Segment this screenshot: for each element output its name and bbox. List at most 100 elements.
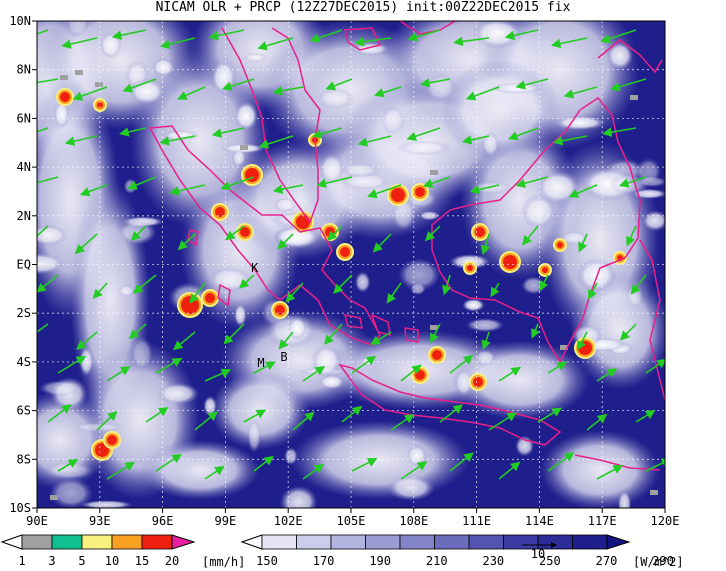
cloud-patch [290, 420, 470, 500]
precip-unit: [mm/h] [202, 555, 245, 569]
wind-arrow [442, 274, 452, 296]
wind-arrow [302, 463, 325, 480]
olr-tick-label: 270 [596, 554, 618, 568]
wind-arrow [552, 135, 588, 146]
wind-arrow [515, 78, 549, 90]
riau-island [343, 314, 363, 329]
precip-cell [340, 247, 350, 257]
lat-label: 6N [17, 111, 31, 125]
lat-label: EQ [17, 258, 31, 272]
olr-bar-bin [572, 534, 608, 550]
wind-arrow [204, 368, 232, 382]
olr-tick-label: 230 [482, 554, 504, 568]
lon-label: 93E [89, 514, 111, 528]
cloud-patch [635, 158, 662, 185]
wind-arrow [316, 176, 353, 188]
cloud-patch [540, 430, 660, 508]
lat-label: 8S [17, 452, 31, 466]
cloud-patch [387, 474, 435, 501]
lat-label: 6S [17, 404, 31, 418]
olr-bar-bin [296, 534, 332, 550]
precip-bar-arrow-left [0, 534, 23, 550]
cloud-patch [341, 162, 379, 178]
wind-arrow [372, 233, 392, 253]
wind-arrow [373, 86, 402, 98]
cloud-patch [211, 59, 237, 96]
cloud-patch [631, 188, 665, 199]
wind-arrow [61, 37, 98, 49]
wind-arrow [155, 453, 182, 472]
wind-arrow [547, 361, 568, 374]
olr-tick-label: 170 [313, 554, 335, 568]
precip-cell [467, 265, 473, 271]
precip-bar-arrow-right [171, 534, 196, 550]
wind-arrow [508, 127, 539, 141]
precip-light [95, 82, 103, 87]
wind-arrow [465, 86, 500, 101]
cloud-patch [466, 318, 504, 332]
precip-cell [215, 207, 225, 217]
wind-arrow [128, 323, 147, 340]
coastlines [148, 21, 665, 471]
wind-arrow [253, 361, 276, 374]
wind-arrow [130, 225, 147, 242]
wind-arrow [537, 407, 563, 423]
precip-tick-label: 3 [48, 554, 55, 568]
cloud-patch [37, 252, 65, 275]
wind-arrow [406, 127, 441, 141]
wind-arrow [461, 135, 490, 145]
place-label: K [251, 261, 259, 275]
precip-cell [60, 92, 70, 102]
precip-cell [275, 305, 285, 315]
wind-arrow [64, 135, 98, 146]
cloud-patch [39, 380, 81, 397]
wind-arrow [504, 29, 539, 41]
precip-light [430, 325, 438, 330]
cloud-patch [140, 440, 260, 500]
precip-cells [50, 70, 658, 500]
lon-label: 102E [274, 514, 303, 528]
malay-peninsula-coast [221, 27, 321, 224]
olr-bar-bin [468, 534, 504, 550]
cloud-patch [515, 435, 535, 457]
cloud-patch [424, 73, 457, 102]
olr-bar-bin [261, 534, 297, 550]
wind-arrow [630, 274, 647, 295]
olr-colorbar: 150 170 190 210 230 250 270 290[W/m^2] 10 [240, 534, 684, 569]
natuna-island [344, 27, 382, 51]
wind-arrow [357, 135, 392, 147]
wind-arrow [159, 37, 196, 49]
olr-unit: [W/m^2] [633, 555, 684, 569]
wind-arrow [220, 176, 255, 191]
wind-arrow [169, 184, 206, 196]
cloud-patch [491, 82, 544, 94]
lon-label: 111E [462, 514, 491, 528]
precip-cell [557, 242, 563, 248]
wind-arrow [111, 29, 147, 40]
precip-light [75, 70, 83, 75]
wind-arrow [626, 225, 637, 247]
lat-label: 4N [17, 160, 31, 174]
cloud-patch [397, 258, 441, 292]
wind-arrow [257, 37, 294, 51]
wind-arrow [189, 282, 206, 304]
wind-arrow [386, 282, 402, 304]
cloud-patch [287, 316, 307, 340]
wind-arrow [309, 29, 343, 43]
wind-arrow [578, 233, 588, 253]
wind-arrow [424, 225, 441, 242]
wind-arrow [498, 461, 521, 480]
wind-arrow [277, 233, 294, 250]
precip-cell [240, 227, 250, 237]
wind-arrow [635, 409, 656, 423]
wind-arrow [172, 331, 196, 351]
wind-arrow [258, 135, 294, 149]
precip-cell [473, 377, 483, 387]
cloud-patch [70, 422, 125, 432]
precip-tick-label: 10 [105, 554, 119, 568]
lon-label: 96E [152, 514, 174, 528]
cloud-patch [152, 58, 176, 77]
precip-bar-bin [141, 534, 173, 550]
cloud-patch [406, 444, 427, 467]
